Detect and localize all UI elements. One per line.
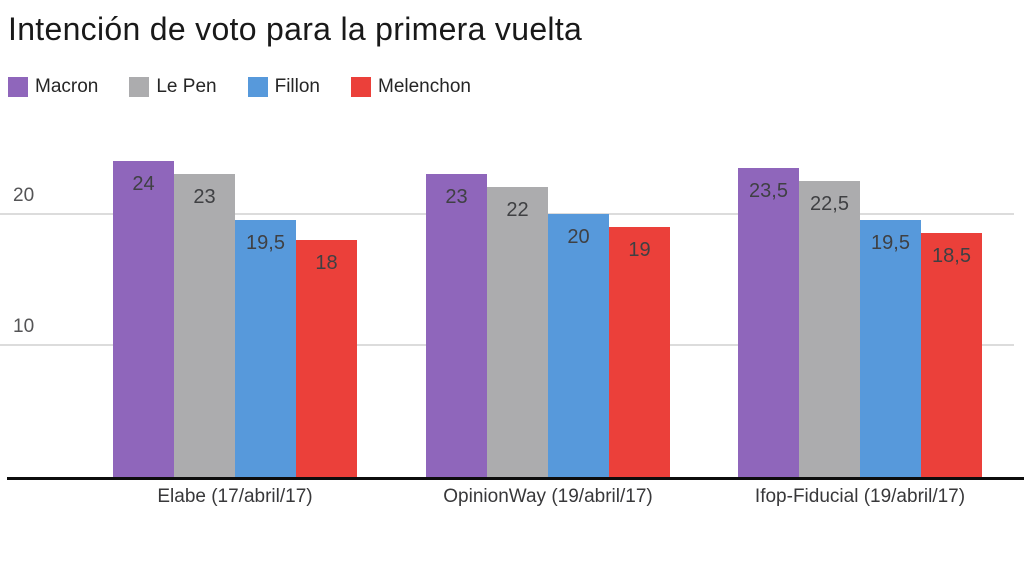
legend-swatch-lepen <box>129 77 150 97</box>
bar-value-label: 19,5 <box>246 232 285 254</box>
chart-title: Intención de voto para la primera vuelta <box>8 11 583 47</box>
legend: Macron Le Pen Fillon Melenchon <box>8 76 471 98</box>
bar-melenchon: 18,5 <box>921 233 982 477</box>
bar-fillon: 19,5 <box>860 220 921 477</box>
bar-melenchon: 19 <box>609 227 670 477</box>
legend-label-macron: Macron <box>35 76 99 97</box>
bar-fillon: 20 <box>548 214 609 477</box>
bar-value-label: 24 <box>132 173 155 195</box>
legend-swatch-melenchon <box>351 77 371 97</box>
bar-value-label: 22,5 <box>810 193 849 215</box>
legend-label-fillon: Fillon <box>274 76 320 97</box>
bar-macron: 23,5 <box>738 168 799 477</box>
x-axis-line <box>7 477 1024 480</box>
bar-value-label: 23,5 <box>749 180 788 202</box>
legend-swatch-fillon <box>247 77 268 97</box>
x-axis-category-label: Ifop-Fiducial (19/abril/17) <box>754 486 966 507</box>
y-axis-tick-label: 10 <box>13 316 35 338</box>
legend-label-melenchon: Melenchon <box>378 76 471 97</box>
bar-value-label: 19,5 <box>871 232 910 254</box>
bar-le-pen: 22,5 <box>799 181 860 477</box>
y-axis-tick-label: 20 <box>13 184 35 206</box>
x-axis-category-label: OpinionWay (19/abril/17) <box>443 486 653 507</box>
legend-swatch-macron <box>8 77 28 97</box>
bar-le-pen: 23 <box>174 174 235 477</box>
bar-value-label: 19 <box>628 239 651 261</box>
legend-item-macron: Macron <box>8 76 98 98</box>
bar-le-pen: 22 <box>487 187 548 477</box>
bar-fillon: 19,5 <box>235 220 296 477</box>
bar-value-label: 20 <box>567 226 590 248</box>
legend-item-lepen: Le Pen <box>129 76 217 98</box>
bar-value-label: 18,5 <box>932 245 971 267</box>
legend-label-lepen: Le Pen <box>156 76 217 97</box>
bar-value-label: 18 <box>315 252 338 274</box>
bar-value-label: 23 <box>445 186 468 208</box>
bar-value-label: 23 <box>193 186 216 208</box>
legend-item-melenchon: Melenchon <box>351 76 471 98</box>
bar-melenchon: 18 <box>296 240 357 477</box>
x-axis-category-label: Elabe (17/abril/17) <box>157 486 313 507</box>
bar-macron: 24 <box>113 161 174 477</box>
bar-macron: 23 <box>426 174 487 477</box>
legend-item-fillon: Fillon <box>247 76 320 98</box>
bar-value-label: 22 <box>506 199 529 221</box>
